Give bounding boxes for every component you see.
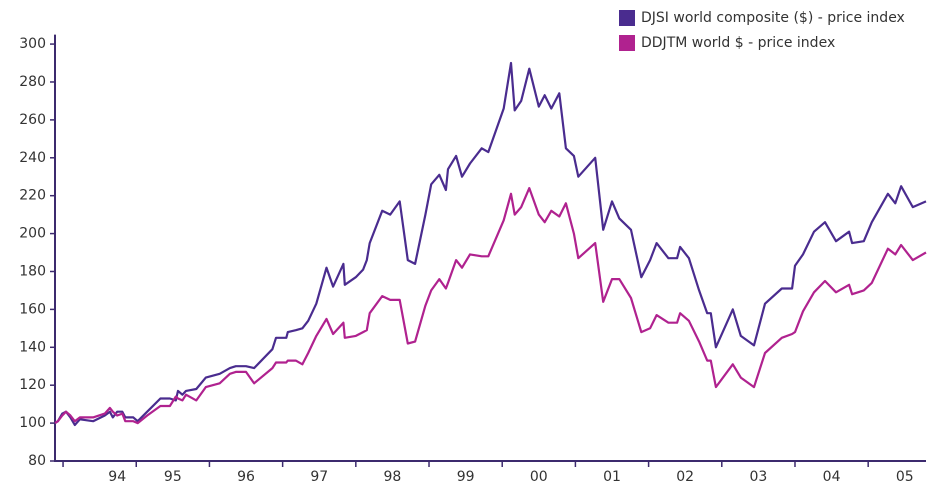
x-tick-label: 95 [164, 469, 182, 485]
x-tick-label: 96 [237, 469, 255, 485]
x-tick-label: 94 [108, 469, 126, 485]
x-tick-label: 05 [896, 469, 914, 485]
x-tick-label: 03 [749, 469, 767, 485]
y-tick-label: 180 [19, 263, 46, 279]
legend-swatch [619, 10, 635, 26]
legend-label: DJSI world composite ($) - price index [641, 10, 905, 26]
y-tick-label: 80 [28, 453, 46, 469]
y-tick-label: 120 [19, 377, 46, 393]
x-tick-label: 01 [603, 469, 621, 485]
legend-label: DDJTM world $ - price index [641, 35, 835, 51]
series-line [54, 187, 927, 425]
y-tick-label: 300 [19, 36, 46, 52]
x-tick-label: 97 [310, 469, 328, 485]
x-tick-label: 98 [384, 469, 402, 485]
y-tick-label: 280 [19, 74, 46, 90]
legend-swatch [619, 35, 635, 51]
x-tick-label: 04 [823, 469, 841, 485]
y-tick-label: 200 [19, 226, 46, 242]
y-tick-label: 260 [19, 112, 46, 128]
y-tick-label: 160 [19, 301, 46, 317]
x-tick-label: 00 [530, 469, 548, 485]
x-tick-label: 99 [457, 469, 475, 485]
y-tick-label: 100 [19, 415, 46, 431]
y-tick-label: 140 [19, 339, 46, 355]
y-tick-label: 240 [19, 150, 46, 166]
y-tick-label: 220 [19, 188, 46, 204]
x-tick-label: 02 [676, 469, 694, 485]
series-line [54, 61, 927, 427]
